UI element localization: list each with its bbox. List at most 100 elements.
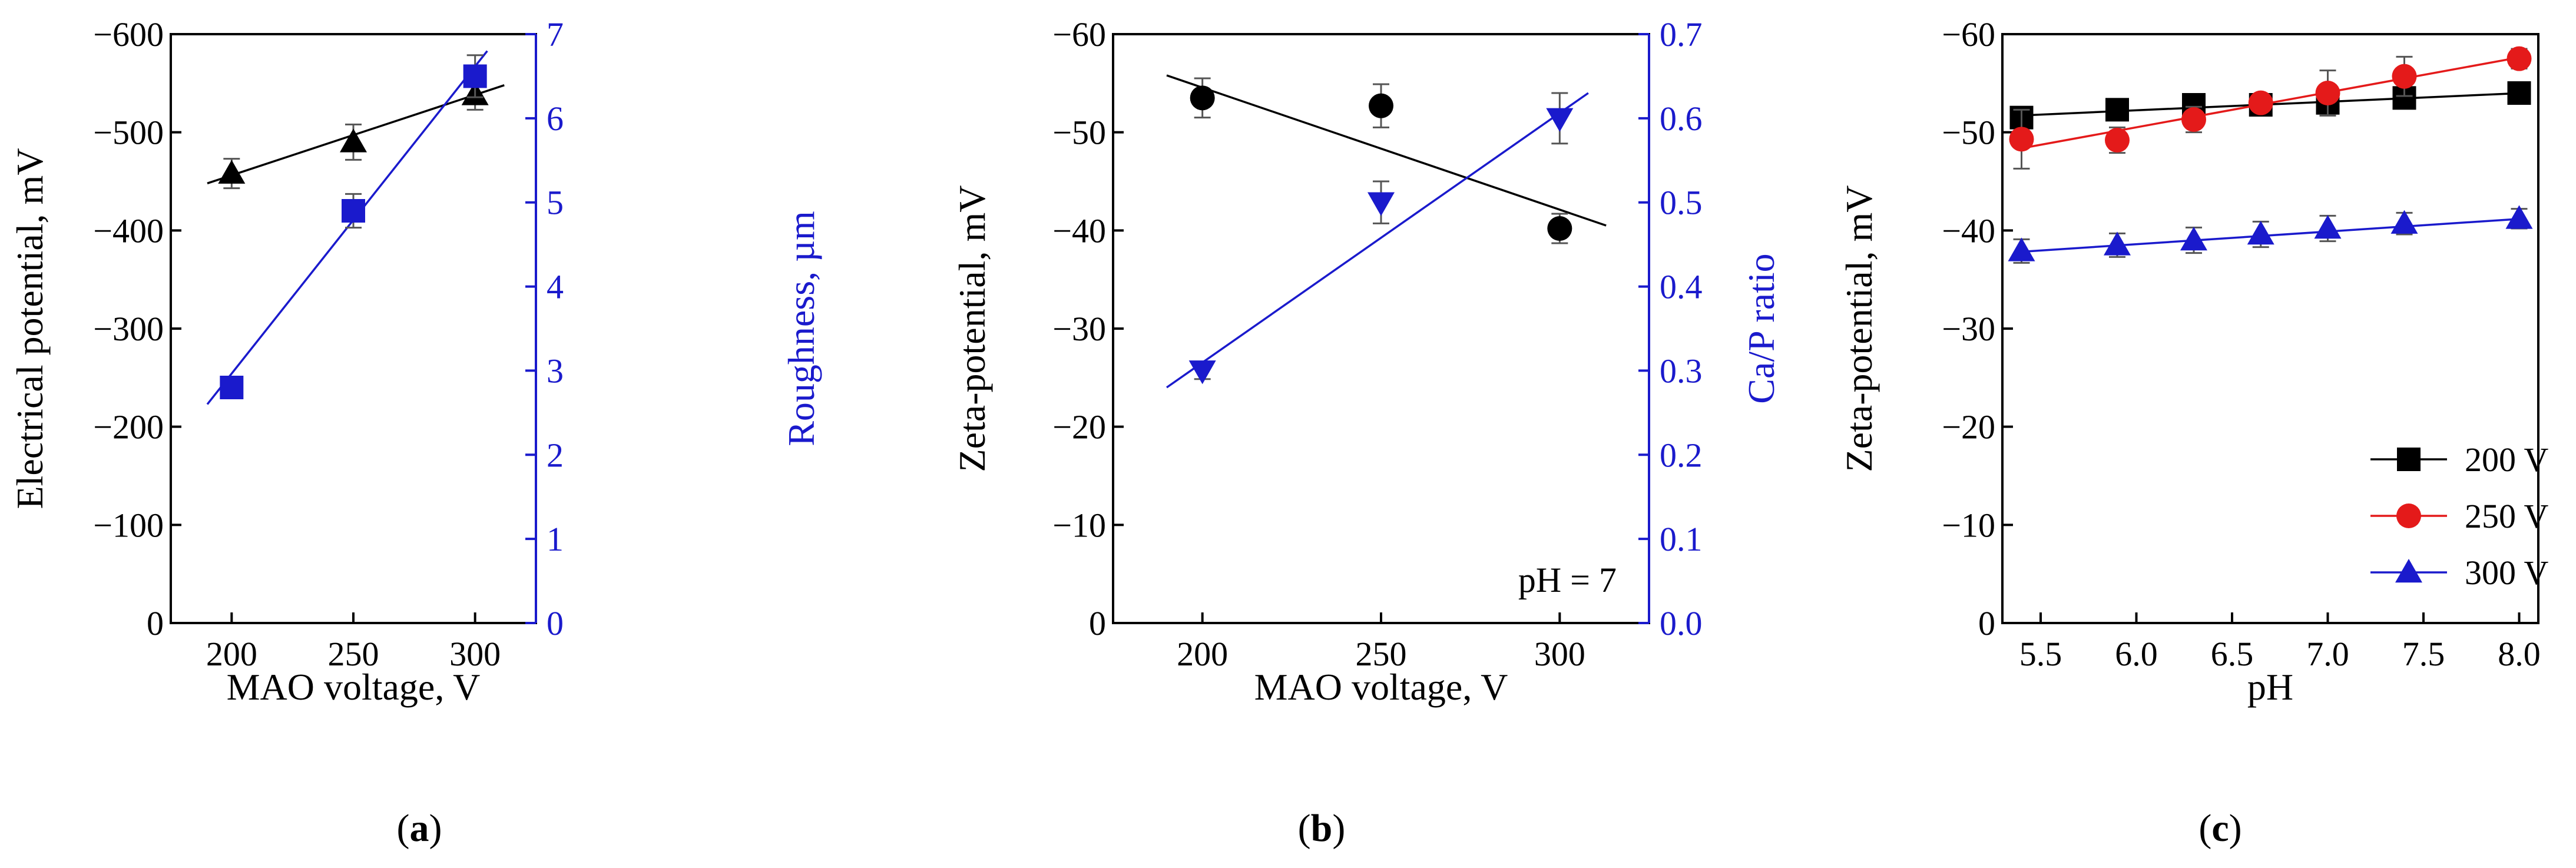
- panel-c-legend-item-0: 200 V: [2370, 440, 2548, 479]
- panel-b-ytick-label-2: −20: [1052, 408, 1106, 446]
- panel-a-xlabel: MAO voltage, V: [227, 666, 481, 708]
- panel-c-legend-item-1: 250 V: [2370, 497, 2548, 535]
- panel-a-y-ticks: 0 −100 −200 −300 −400 −500 −600: [93, 15, 181, 642]
- panel-c-series-2-point-1: [2104, 231, 2131, 256]
- panel-c-legend-item-2: 300 V: [2370, 554, 2548, 592]
- panel-b-ytick-right-label-2: 0.2: [1660, 436, 1703, 474]
- panel-b-xtick-label-1: 250: [1356, 635, 1407, 673]
- panel-b-xtick-label-2: 300: [1534, 635, 1585, 673]
- panel-a-ytick-label-5: −500: [93, 114, 164, 152]
- panel-c-legend-label-2: 300 V: [2465, 554, 2548, 592]
- panel-b-caption: (b): [1298, 807, 1346, 850]
- panel-c: 5.5 6.0 6.5 7.0 7.5 8.0 0 −10 −20 −30 −40 −50 −60 2…: [1838, 15, 2548, 850]
- panel-b-series-0: [1166, 74, 1607, 244]
- panel-c-ytick-label-4: −40: [1942, 211, 1995, 250]
- panel-c-xlabel: pH: [2247, 666, 2293, 708]
- panel-a-frame: [170, 33, 537, 624]
- panel-c-series-2-point-3: [2247, 221, 2274, 245]
- panel-b-ytick-right-label-1: 0.1: [1660, 520, 1703, 558]
- panel-c-series-1-point-6: [2507, 46, 2532, 71]
- panel-b-series-0-point-1: [1369, 93, 1393, 118]
- panel-b-x-ticks: 200 250 300: [1177, 612, 1585, 673]
- panel-c-xtick-label-4: 7.5: [2402, 635, 2445, 673]
- panel-b-series-0-point-2: [1547, 216, 1572, 241]
- panel-c-series-1-point-1: [2105, 128, 2130, 153]
- panel-a-x-ticks: 200 250 300: [206, 612, 501, 673]
- panel-b-y-ticks: 0 −10 −20 −30 −40 −50 −60: [1052, 15, 1124, 642]
- panel-a: 200 250 300 0 −100 −200 −300 −400 −500 −600 0 1 2 3…: [9, 15, 822, 850]
- panel-c-frame: [2001, 33, 2539, 624]
- panel-c-ytick-label-5: −50: [1942, 114, 1995, 152]
- panel-a-ytick-label-6: −600: [93, 15, 164, 54]
- panel-a-ytick-right-label-0: 0: [547, 604, 564, 642]
- panel-a-y-ticks-right: 0 1 2 3 4 5 6 7: [525, 15, 564, 642]
- panel-a-ytick-right-label-4: 4: [547, 268, 564, 306]
- panel-c-ytick-label-1: −10: [1942, 506, 1995, 544]
- panel-b-ytick-right-label-4: 0.4: [1660, 268, 1703, 306]
- panel-b-ylabel: Zeta-potential, mV: [951, 185, 993, 472]
- panel-c-xtick-label-0: 5.5: [2019, 635, 2062, 673]
- panel-b-series-0-fit-line: [1166, 74, 1607, 227]
- panel-c-caption: (c): [2198, 807, 2241, 850]
- panel-c-series-1-point-4: [2315, 81, 2340, 105]
- panel-a-ytick-right-label-7: 7: [547, 15, 564, 54]
- panel-a-series-1-point-1: [342, 199, 365, 223]
- panel-a-ytick-right-label-1: 1: [547, 520, 564, 558]
- panel-b-ylabel-right: Ca/P ratio: [1740, 253, 1782, 403]
- panel-c-series-2-point-5: [2390, 210, 2418, 234]
- panel-c-xtick-label-3: 7.0: [2306, 635, 2349, 673]
- panel-b: 200 250 300 0−10−20−30−40−50−60 0.00.10.20…: [951, 15, 1782, 850]
- panel-b-series-1-fit-line: [1166, 92, 1589, 389]
- panel-b-series-1-point-0: [1188, 360, 1216, 385]
- panel-c-x-ticks: 5.5 6.0 6.5 7.0 7.5 8.0: [2019, 612, 2541, 673]
- panel-c-ytick-label-6: −60: [1942, 15, 1995, 54]
- panel-c-caption-letter: c: [2211, 807, 2229, 850]
- panel-a-ytick-right-label-5: 5: [547, 184, 564, 222]
- panel-b-ytick-right-label-5: 0.5: [1660, 184, 1703, 222]
- panel-a-xtick-label-2: 300: [449, 635, 501, 673]
- panel-a-series-1-point-0: [220, 376, 244, 399]
- panel-c-series-1-point-5: [2392, 64, 2417, 89]
- panel-c-ylabel: Zeta-potential, mV: [1838, 185, 1880, 472]
- panel-a-ytick-label-2: −200: [93, 408, 164, 446]
- panel-c-legend-label-1: 250 V: [2465, 497, 2548, 535]
- panel-a-series-1-point-2: [463, 64, 487, 88]
- panel-c-series-0-point-6: [2507, 81, 2531, 105]
- panel-b-ytick-right-label-6: 0.6: [1660, 100, 1703, 138]
- panel-c-series-0-point-1: [2105, 98, 2129, 122]
- panel-b-series-0-point-0: [1190, 85, 1215, 111]
- panel-b-ytick-label-4: −40: [1052, 211, 1106, 250]
- panel-c-legend-marker-0: [2397, 448, 2421, 471]
- panel-b-series-1-point-1: [1368, 192, 1395, 216]
- panel-c-legend-marker-1: [2396, 503, 2421, 528]
- panel-a-xtick-label-1: 250: [328, 635, 379, 673]
- panel-b-xlabel: MAO voltage, V: [1254, 666, 1508, 708]
- panel-a-plot-area: [206, 50, 505, 405]
- panel-a-ytick-label-0: 0: [147, 604, 164, 642]
- panel-b-ytick-label-3: −30: [1052, 310, 1106, 348]
- panel-a-ytick-label-1: −100: [93, 506, 164, 544]
- panel-c-legend: 200 V 250 V 300 V: [2370, 440, 2548, 592]
- panel-a-series-0: [207, 79, 505, 190]
- panel-b-ytick-right-label-7: 0.7: [1660, 15, 1703, 54]
- panel-a-xtick-label-0: 200: [206, 635, 257, 673]
- panel-a-ytick-right-label-6: 6: [547, 100, 564, 138]
- panel-c-series-1-point-3: [2248, 90, 2273, 115]
- panel-a-ytick-label-4: −400: [93, 211, 164, 250]
- panel-b-plot-area: [1166, 74, 1607, 389]
- panel-a-ytick-right-label-2: 2: [547, 436, 564, 474]
- panel-c-series-1-point-2: [2181, 107, 2206, 132]
- panel-c-series-1-point-0: [2009, 127, 2034, 152]
- panel-c-series-1: [2009, 46, 2532, 170]
- panel-c-plot-area: [2008, 46, 2533, 264]
- panel-c-legend-label-0: 200 V: [2465, 440, 2548, 479]
- panel-b-ytick-label-0: 0: [1089, 604, 1106, 642]
- panel-b-ytick-right-label-3: 0.3: [1660, 352, 1703, 390]
- panel-b-ytick-right-label-0: 0.0: [1660, 604, 1703, 642]
- panel-b-ytick-label-6: −60: [1052, 15, 1106, 54]
- panel-a-ytick-right-label-3: 3: [547, 352, 564, 390]
- panel-c-series-2-fit-line: [2017, 217, 2524, 253]
- panel-c-ytick-label-0: 0: [1978, 604, 1995, 642]
- panel-c-legend-marker-2: [2395, 559, 2422, 583]
